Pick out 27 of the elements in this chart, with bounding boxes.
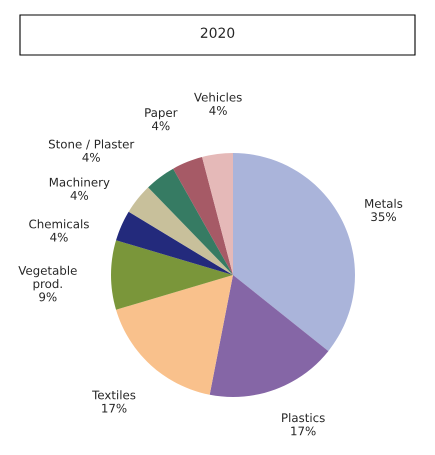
- data-label: 4%: [82, 152, 100, 162]
- slice-label: Plastics: [282, 413, 325, 422]
- data-label: 9%: [39, 292, 57, 302]
- pie-slice: [116, 212, 233, 275]
- data-label: 17%: [102, 404, 126, 413]
- slice-label: Metals: [365, 198, 402, 208]
- pie-slice: [128, 187, 233, 275]
- data-label: 17%: [291, 426, 316, 436]
- slice-label: Textiles: [92, 390, 136, 400]
- slice-label: Stone / Plaster: [48, 139, 134, 150]
- data-label: 4%: [209, 106, 227, 115]
- data-label: 35%: [371, 212, 396, 222]
- slice-label: Chemicals: [29, 219, 89, 228]
- slice-label: Machinery: [50, 178, 110, 189]
- pie-slice: [210, 275, 328, 397]
- slice-label: Vegetable prod.: [18, 266, 77, 290]
- chart-title: 2020: [200, 28, 234, 38]
- slice-label: Vehicles: [194, 92, 242, 102]
- pie-slice: [111, 240, 233, 310]
- data-label: 4%: [70, 190, 88, 200]
- pie-slice: [148, 168, 233, 275]
- pie-slice: [173, 156, 233, 275]
- slice-label: Paper: [145, 108, 178, 120]
- data-label: 4%: [50, 232, 68, 242]
- pie-slice: [233, 153, 355, 352]
- pie-slice: [202, 153, 233, 275]
- data-label: 4%: [152, 121, 170, 130]
